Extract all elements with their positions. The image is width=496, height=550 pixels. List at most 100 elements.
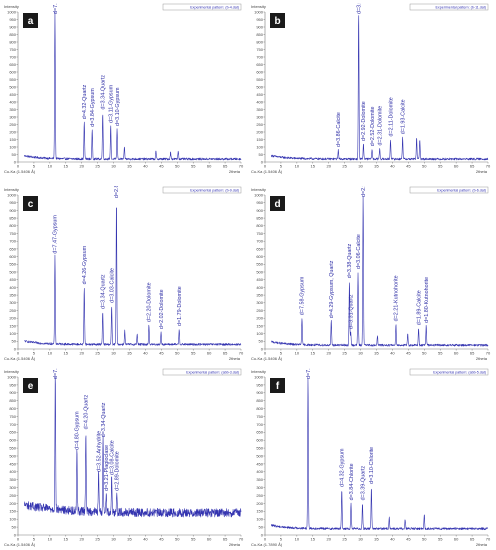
y-tick-label: 250 [9, 122, 16, 127]
y-tick-label: 500 [256, 269, 263, 274]
y-tick-label: 950 [9, 382, 16, 387]
y-tick-label: 150 [9, 137, 16, 142]
panel-letter: a [28, 16, 34, 27]
y-tick-label: 650 [256, 62, 263, 67]
x-tick-label: 15 [311, 164, 316, 169]
peak-point [102, 312, 103, 313]
y-tick-label: 550 [9, 77, 16, 82]
y-tick-label: 700 [256, 422, 263, 427]
y-tick-label: 0 [14, 346, 17, 351]
pattern-legend-label: Experimental pattern: (abb-3.dat) [186, 370, 239, 374]
y-tick-label: 250 [9, 493, 16, 498]
radiation-label: Cu-Ka (1.5406 Å) [251, 169, 283, 174]
peak-point [179, 328, 180, 329]
diffraction-trace [24, 207, 242, 346]
y-tick-label: 750 [256, 231, 263, 236]
panel-letter-badge [23, 13, 38, 28]
peak-label: d=3.08-Calcite [109, 440, 115, 475]
y-tick-label: 600 [9, 438, 16, 443]
pattern-legend-label: Experimental pattern: (b-4.dat) [190, 5, 239, 9]
panel-letter: b [274, 16, 280, 27]
y-tick-label: 650 [9, 430, 16, 435]
y-tick-label: 850 [256, 216, 263, 221]
y-tick-label: 750 [9, 231, 16, 236]
y-tick-label: 450 [256, 277, 263, 282]
y-tick-label: 400 [256, 285, 263, 290]
x-tick-label: 5 [33, 164, 36, 169]
xrd-panel-c: Intensity Experimental pattern: (b-9.dat)… [4, 186, 244, 361]
y-tick-label: 750 [256, 414, 263, 419]
x-tick-label: 10 [48, 351, 53, 356]
x-tick-label: 30 [358, 164, 363, 169]
y-tick-label: 150 [9, 323, 16, 328]
y-tick-label: 450 [256, 92, 263, 97]
peak-label: d=3.39-Quartz [360, 465, 366, 500]
radiation-label: Cu-Ka (1.5406 Å) [4, 356, 36, 361]
x-axis-label: 2theta [229, 169, 241, 174]
y-tick-label: 0 [261, 532, 264, 537]
x-tick-label: 60 [454, 537, 459, 542]
x-tick-label: 50 [175, 537, 180, 542]
x-tick-label: 20 [326, 537, 331, 542]
x-tick-label: 50 [422, 164, 427, 169]
peak-label: d=3.84-Gypsum [90, 88, 96, 127]
x-tick-label: 15 [64, 164, 69, 169]
x-tick-label: 70 [239, 351, 244, 356]
y-tick-label: 800 [9, 223, 16, 228]
y-axis-label: Intensity [4, 187, 19, 192]
panel-letter: d [274, 199, 280, 210]
peak-label: d=2.87-Dolomite [114, 186, 120, 198]
y-tick-label: 200 [9, 129, 16, 134]
x-tick-label: 25 [342, 164, 347, 169]
x-tick-label: 65 [223, 537, 228, 542]
y-tick-label: 350 [256, 107, 263, 112]
x-axis-label: 2theta [229, 542, 241, 547]
y-tick-label: 850 [9, 398, 16, 403]
peak-label: d=3.10-Chlorite [369, 447, 375, 484]
y-tick-label: 900 [256, 390, 263, 395]
peak-label: d=3.31-Quartz [349, 294, 355, 329]
pattern-legend-label: Experimental pattern: (b-6.dat) [437, 188, 486, 192]
y-tick-label: 950 [9, 17, 16, 22]
peak-label: d=7.58-Gypsum [300, 276, 306, 315]
x-tick-label: 60 [207, 164, 212, 169]
xrd-panel-a: Intensity Experimental pattern: (b-4.dat)… [4, 3, 244, 174]
peak-label: d=1.93-Calcite [400, 99, 406, 134]
y-axis-label: Intensity [4, 369, 19, 374]
x-tick-label: 0 [264, 537, 267, 542]
y-tick-label: 850 [9, 32, 16, 37]
y-tick-label: 50 [12, 152, 17, 157]
peak-label: d=2.92-Dolomite [361, 101, 367, 141]
x-tick-label: 50 [175, 351, 180, 356]
y-tick-label: 800 [9, 39, 16, 44]
peak-point [341, 489, 342, 490]
peak-label: d=3.34-Quartz [101, 274, 107, 309]
peak-label: d=3.03-Calcite [109, 268, 115, 303]
y-tick-label: 950 [256, 382, 263, 387]
peak-point [418, 328, 419, 329]
y-tick-label: 750 [256, 47, 263, 52]
pattern-legend-box [409, 368, 489, 376]
y-tick-label: 500 [9, 453, 16, 458]
x-tick-label: 20 [79, 351, 84, 356]
x-tick-label: 5 [280, 351, 283, 356]
panel-letter: e [28, 381, 34, 392]
x-tick-label: 65 [470, 537, 475, 542]
y-tick-label: 300 [9, 300, 16, 305]
y-tick-label: 300 [256, 114, 263, 119]
x-tick-label: 45 [159, 537, 164, 542]
y-tick-label: 250 [256, 493, 263, 498]
y-tick-label: 1000 [254, 374, 264, 379]
x-tick-label: 55 [191, 164, 196, 169]
y-tick-label: 650 [9, 62, 16, 67]
panel-letter-badge [270, 378, 285, 393]
y-tick-label: 400 [9, 285, 16, 290]
panel-letter-badge [270, 196, 285, 211]
y-tick-label: 950 [9, 200, 16, 205]
peak-label: d=2.20-Dolomite [147, 282, 153, 322]
y-tick-label: 700 [9, 239, 16, 244]
y-tick-label: 150 [256, 323, 263, 328]
peak-label: d=2.52-Dolomite [370, 107, 376, 147]
x-tick-label: 25 [95, 351, 100, 356]
y-axis-label: Intensity [251, 369, 266, 374]
